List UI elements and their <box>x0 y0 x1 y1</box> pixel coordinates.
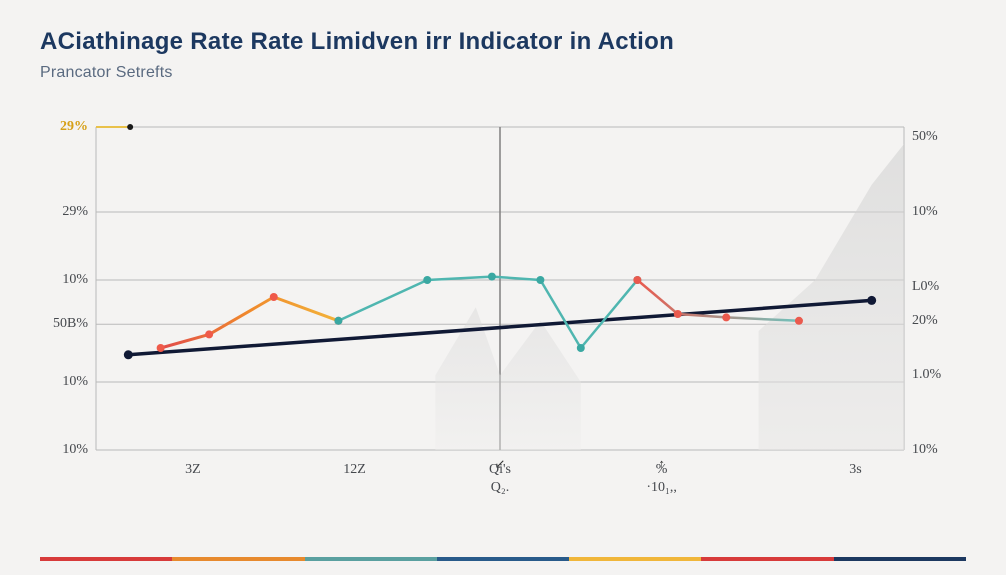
axis-bottom-label: 12Z <box>343 462 366 478</box>
footer-bar-segment <box>40 557 172 561</box>
footer-color-bar <box>40 557 966 561</box>
page-subtitle: Prancator Setrefts <box>40 64 966 82</box>
axis-bottom-label: ·10₁,, <box>646 480 677 496</box>
axis-right-label: 50% <box>912 129 960 145</box>
page-root: ACiathinage Rate Rate Limidven irr Indic… <box>0 0 1006 575</box>
chart-area: ↙↑ 29% 29% 10% 50B% 10% 10% 50% 10% L0% 20% 1.0% 10… <box>40 110 960 510</box>
axis-left-label: 29% <box>40 204 88 220</box>
axis-right-label: L0% <box>912 279 960 295</box>
footer-bar-segment <box>437 557 569 561</box>
axis-left-label: 29% <box>40 119 88 135</box>
axis-right-label: 10% <box>912 204 960 220</box>
axis-bottom-label: 3Z <box>185 462 201 478</box>
axis-right-label: 1.0% <box>912 367 960 383</box>
axis-bottom-label: Qi's <box>489 462 511 478</box>
axis-left-label: 10% <box>40 374 88 390</box>
axis-bottom-label: Q₂. <box>491 480 510 496</box>
footer-bar-segment <box>172 557 304 561</box>
axis-left-label: 10% <box>40 272 88 288</box>
axis-bottom-label: % <box>656 462 668 478</box>
chart-svg: ↙↑ <box>40 110 960 510</box>
axis-right-label: 10% <box>912 442 960 458</box>
footer-bar-segment <box>834 557 966 561</box>
axis-left-label: 50B% <box>40 316 88 332</box>
axis-bottom-label: 3s <box>849 462 861 478</box>
page-title: ACiathinage Rate Rate Limidven irr Indic… <box>40 28 966 56</box>
footer-bar-segment <box>305 557 437 561</box>
footer-bar-segment <box>569 557 701 561</box>
axis-left-label: 10% <box>40 442 88 458</box>
axis-right-label: 20% <box>912 313 960 329</box>
footer-bar-segment <box>701 557 833 561</box>
